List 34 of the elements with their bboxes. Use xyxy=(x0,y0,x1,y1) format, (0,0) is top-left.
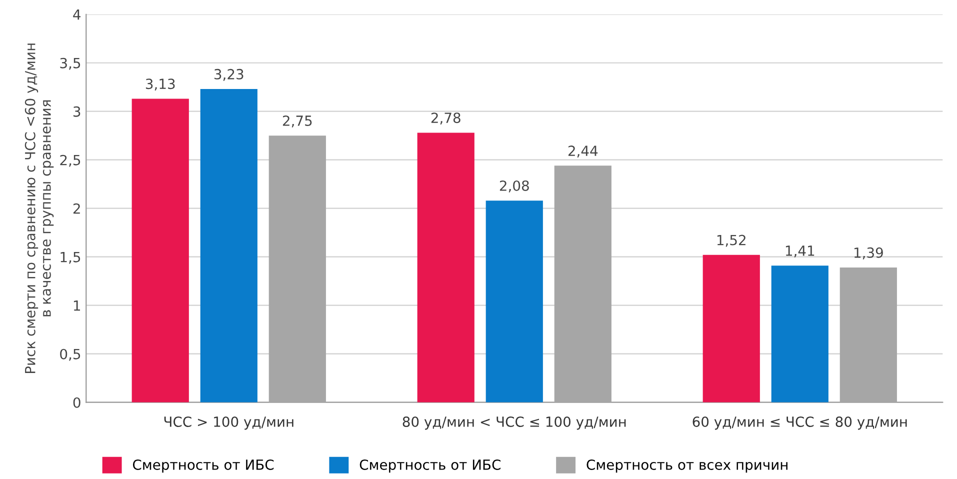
x-tick-label: ЧСС > 100 уд/мин xyxy=(164,416,294,430)
legend-label: Смертность от ИБС xyxy=(132,459,274,473)
bar xyxy=(200,89,258,402)
y-tick-label: 1 xyxy=(74,300,80,311)
y-axis-title: Риск смерти по сравнению с ЧСС <60 уд/мин в качестве группы сравнения xyxy=(24,44,54,374)
data-label: 2,44 xyxy=(568,146,598,158)
x-tick-label: 60 уд/мин ≤ ЧСС ≤ 80 уд/мин xyxy=(692,416,907,430)
data-label: 2,75 xyxy=(282,115,312,128)
bar xyxy=(771,266,828,402)
y-tick-label: 0,5 xyxy=(60,348,80,361)
data-label: 3,13 xyxy=(146,78,175,91)
data-label: 1,52 xyxy=(717,234,746,247)
bar xyxy=(268,136,326,402)
data-label: 2,08 xyxy=(500,180,529,192)
data-label: 2,78 xyxy=(431,112,460,124)
legend-label: Смертность от ИБС xyxy=(360,459,500,473)
bar xyxy=(417,132,474,402)
data-label: 1,39 xyxy=(854,247,883,260)
y-tick-label: 2,5 xyxy=(60,154,80,167)
data-label: 1,41 xyxy=(786,246,814,258)
y-tick-label: 0 xyxy=(73,397,80,408)
y-tick-label: 1,5 xyxy=(60,252,80,264)
y-tick-label: 3 xyxy=(73,106,80,117)
bar xyxy=(132,98,189,402)
bar xyxy=(840,268,897,402)
y-tick-label: 4 xyxy=(73,10,80,20)
x-tick-label: 80 уд/мин < ЧСС ≤ 100 уд/мин xyxy=(402,416,626,430)
y-tick-label: 3,5 xyxy=(60,58,80,70)
data-label: 3,23 xyxy=(214,68,244,81)
y-tick-label: 2 xyxy=(73,203,80,214)
bar xyxy=(702,254,760,402)
bar xyxy=(486,200,543,402)
legend-label: Смертность от всех причин xyxy=(586,459,788,473)
bar xyxy=(554,166,612,402)
